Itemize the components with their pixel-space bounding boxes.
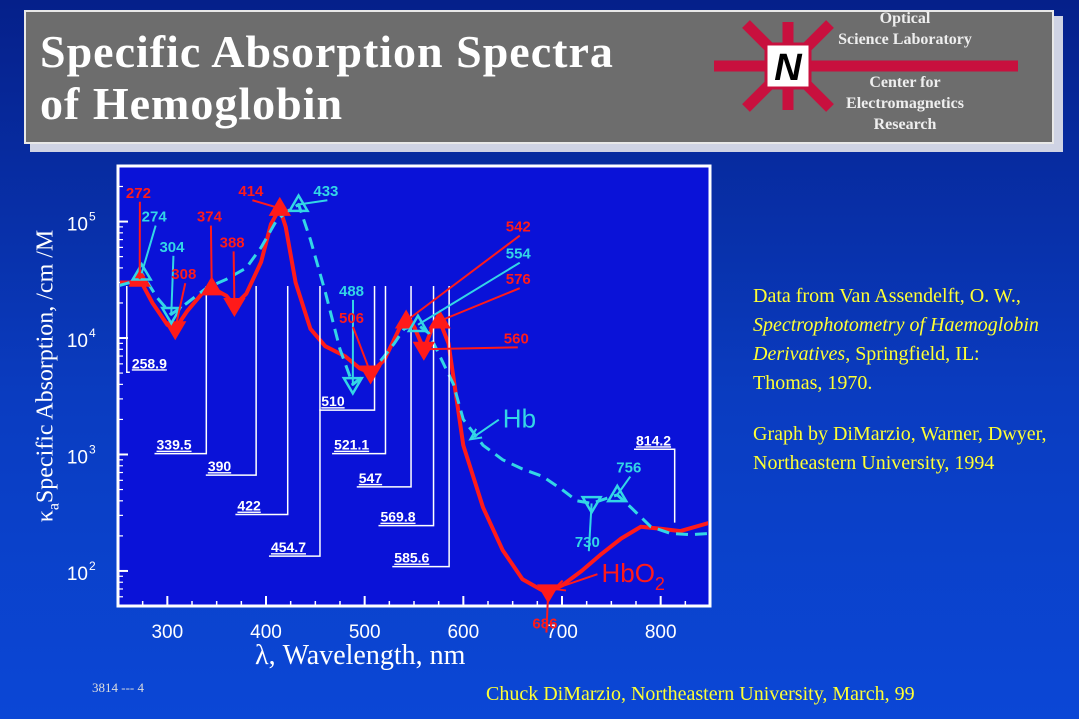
peak-label: 488 [339,283,364,300]
peak-marker [394,309,418,329]
peak-label: 730 [575,534,600,551]
peak-label: 576 [506,271,531,288]
peak-leader [140,225,157,274]
y-tick-exponent: 5 [89,210,96,224]
callout-label: 454.7 [271,539,306,555]
callout-leader [126,285,130,374]
y-tick-exponent: 3 [89,442,96,456]
series-name-label: Hb [503,404,536,434]
plot-area [116,164,712,608]
callout-leader [268,285,321,557]
peak-label: 554 [506,246,532,263]
peak-marker [359,365,382,385]
callout-leader [154,285,208,455]
peak-leader [545,591,550,633]
callout-label: 569.8 [380,509,415,525]
org-optical-science: Optical Science Laboratory [838,10,972,48]
callout-leader [634,448,676,523]
peak-leader [417,261,521,326]
callout-leader [205,285,257,476]
slide-title: Specific Absorption Spectra of Hemoglobi… [40,26,614,129]
peak-leader [174,282,187,330]
peak-leader [209,225,213,288]
peak-marker [406,313,430,333]
x-tick-label: 800 [645,622,677,643]
callout-label: 510 [321,393,345,409]
logo-letter: N [774,47,803,89]
peak-leader [587,503,593,552]
data-source-note: Data from Van Assendelft, O. W., Spectro… [753,282,1053,500]
peak-leader [352,326,372,374]
peak-leader [252,199,281,210]
footer-credit: Chuck DiMarzio, Northeastern University,… [486,683,915,705]
callout-leader [378,285,435,527]
callout-label: 258.9 [132,355,167,371]
callout-label: 814.2 [636,432,671,448]
callout-label: 547 [359,470,383,486]
callout-leader [319,285,376,411]
y-tick-exponent: 4 [89,326,96,340]
graph-credit: Graph by DiMarzio, Warner, Dwyer, Northe… [753,423,1047,474]
series-label-arrowhead [551,579,567,592]
peak-label: 272 [126,185,151,202]
y-axis-label: κaSpecific Absorption, /cm /M [32,229,63,523]
peak-marker [606,483,629,503]
peak-label: 274 [142,209,168,226]
peak-leader [439,287,521,322]
peak-leader [170,255,175,315]
callout-label: 422 [237,498,261,514]
peak-leader [616,475,632,496]
peak-marker [412,341,436,361]
y-tick-exponent: 2 [89,559,96,573]
callout-leader [332,285,387,455]
x-tick-label: 500 [349,622,381,643]
callout-leader [392,285,450,568]
peak-leader [423,346,518,351]
callout-leader [356,285,412,488]
peak-leader [405,234,521,322]
peak-marker [580,495,603,515]
peak-label: 560 [504,330,529,347]
title-banner: Specific Absorption Spectra of Hemoglobi… [24,10,1054,144]
callout-label: 390 [208,458,232,474]
peak-leader [298,199,328,206]
x-tick-label: 400 [250,622,282,643]
slide-number: 3814 --- 4 [92,680,144,695]
peak-label: 433 [313,183,338,200]
peak-label: 756 [616,460,641,477]
y-tick-label: 10 [67,447,88,468]
northeastern-logo: N [714,20,1018,112]
peak-label: 686 [532,616,557,633]
x-tick-label: 300 [151,622,183,643]
peak-marker [130,261,153,281]
series-label-arrowhead [468,428,483,441]
peak-label: 374 [197,209,223,226]
peak-label: 506 [339,310,364,327]
series-label-arrow [553,573,598,590]
org-electromagnetics: Center for Electromagnetics Research [846,74,964,133]
peak-marker [164,321,187,341]
source-citation: Data from Van Assendelft, O. W., Spectro… [753,285,1039,394]
callout-leader [235,285,289,516]
y-tick-label: 10 [67,331,88,352]
y-tick-label: 10 [67,215,88,236]
series-label-arrow [469,418,500,441]
callout-label: 585.6 [394,550,429,566]
x-tick-label: 600 [447,622,479,643]
peak-label: 388 [220,234,245,251]
y-tick-label: 10 [67,564,88,585]
x-tick-label: 700 [546,622,578,643]
callout-label: 521.1 [334,437,369,453]
peak-label: 304 [159,239,185,256]
peak-label: 414 [238,183,264,200]
peak-label: 308 [171,266,196,283]
series-name-label: HbO2 [601,558,664,594]
peak-leader [232,251,236,306]
peak-label: 542 [506,219,531,236]
callout-label: 339.5 [157,437,192,453]
x-axis-label: λ, Wavelength, nm [255,640,466,671]
